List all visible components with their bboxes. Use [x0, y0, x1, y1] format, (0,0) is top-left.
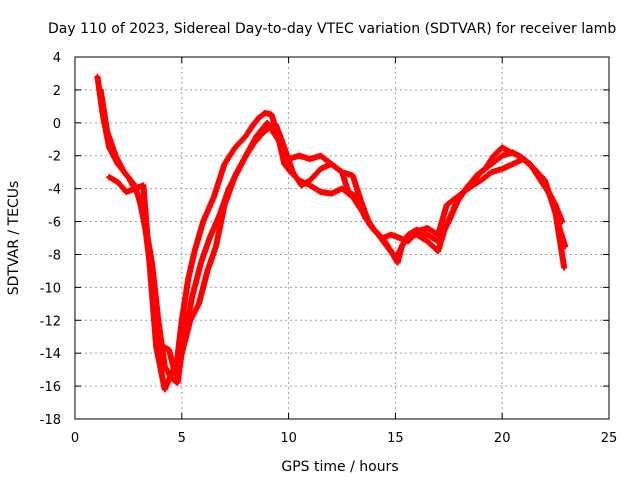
x-axis-title: GPS time / hours	[281, 459, 398, 475]
plot-frame	[74, 56, 610, 420]
series-track-c	[106, 119, 566, 393]
grid	[75, 57, 609, 419]
y-tick-label: -16	[40, 380, 61, 395]
data-point	[562, 243, 569, 250]
y-tick-label: -2	[48, 150, 61, 165]
x-tick-label: 25	[601, 431, 618, 446]
x-tick-label: 10	[280, 431, 297, 446]
chart-title: Day 110 of 2023, Sidereal Day-to-day VTE…	[48, 21, 616, 37]
y-tick-label: -4	[48, 183, 61, 198]
y-tick-label: -14	[40, 347, 61, 362]
series-track-a	[94, 73, 568, 378]
y-axis-title: SDTVAR / TECUs	[6, 181, 22, 296]
y-tick-label: -8	[48, 248, 61, 263]
y-tick-label: 2	[53, 84, 61, 99]
y-tick-label: -18	[40, 413, 61, 428]
axis-ticks: -18 -16 -14 -12 -10 -8 -6 -4 -2 0 2 4 0 5 10 15 20 25	[40, 51, 618, 446]
x-tick-label: 0	[71, 431, 79, 446]
y-tick-label: 4	[53, 51, 61, 66]
x-tick-label: 5	[178, 431, 186, 446]
data-point	[561, 264, 568, 271]
x-tick-label: 15	[387, 431, 404, 446]
y-tick-label: -10	[40, 281, 61, 296]
series-track-b	[97, 86, 569, 386]
data-point	[559, 218, 566, 225]
y-tick-label: 0	[53, 117, 61, 132]
data-markers	[94, 73, 569, 393]
y-tick-label: -12	[40, 314, 61, 329]
y-tick-label: -6	[48, 216, 61, 231]
x-tick-label: 20	[494, 431, 511, 446]
